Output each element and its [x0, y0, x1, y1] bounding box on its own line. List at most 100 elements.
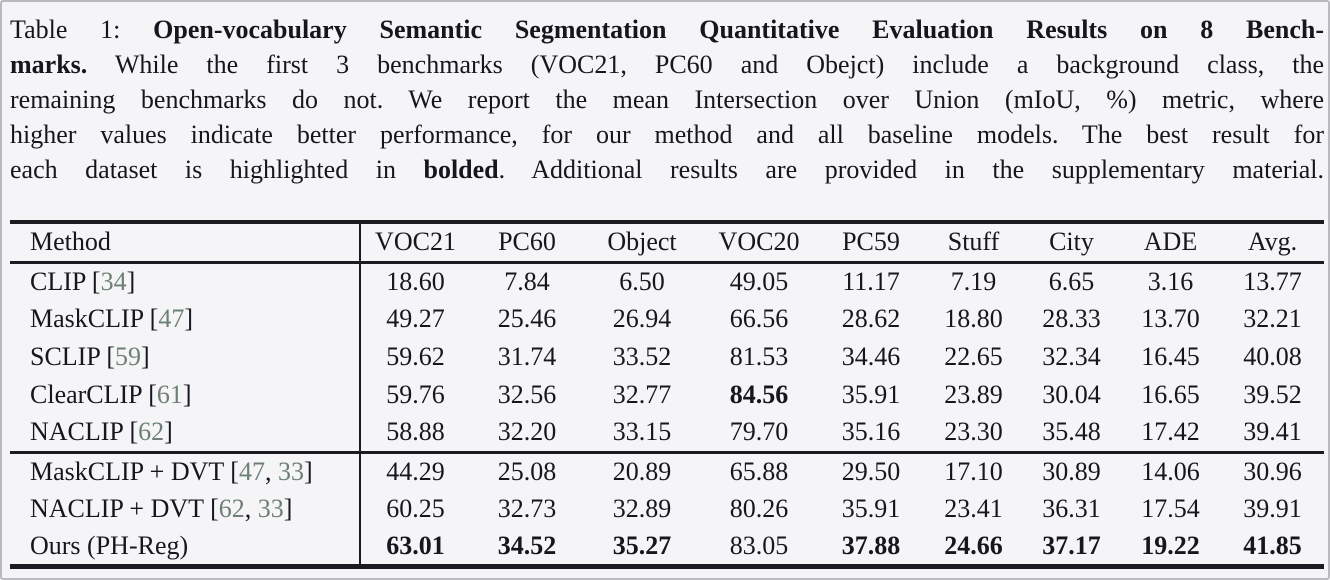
- results-table: Method VOC21 PC60 Object VOC20 PC59 Stuff City A…: [10, 220, 1324, 569]
- citation-ref: 47: [158, 304, 185, 333]
- column-header-method: Method: [10, 222, 361, 264]
- caption-text: remaining benchmarks do not. We report t…: [10, 85, 1324, 114]
- value-cell: 33.52: [612, 342, 672, 371]
- value-cell: 32.20: [497, 417, 557, 447]
- value-cell: 22.65: [944, 342, 1003, 371]
- value-cell: 37.17: [1042, 530, 1101, 560]
- value-cell: 3.16: [1147, 266, 1194, 296]
- value-cell: 35.27: [612, 530, 672, 560]
- value-cell: 28.33: [1042, 304, 1101, 333]
- table-row: Ours (PH-Reg) 63.01 34.52 35.27 83.05 37.88 24…: [10, 528, 1324, 566]
- value-cell: 31.74: [497, 342, 557, 371]
- value-cell: 17.10: [924, 450, 1023, 490]
- value-cell: 83.05: [729, 530, 789, 560]
- value-cell: 49.05: [729, 266, 789, 296]
- value-cell: 23.89: [944, 380, 1003, 409]
- value-cell: 84.56: [729, 380, 789, 409]
- value-cell: 35.48: [1042, 417, 1101, 447]
- value-cell: 13.70: [1141, 304, 1200, 333]
- value-cell: 32.21: [1243, 304, 1302, 333]
- value-cell: 25.08: [470, 450, 584, 490]
- caption-line: each dataset is highlighted in bolded. A…: [10, 152, 1324, 187]
- column-header-stuff: Stuff: [924, 222, 1023, 264]
- value-cell: 17.54: [1141, 494, 1200, 523]
- caption-text: higher values indicate better performanc…: [10, 120, 1324, 149]
- table-row: MaskCLIP + DVT [47, 33] 44.29 25.08 20.89 65…: [10, 450, 1324, 490]
- caption-text-bold: bolded: [423, 155, 499, 184]
- citation-ref: 59: [115, 342, 142, 371]
- value-cell: 32.73: [497, 494, 557, 523]
- value-cell: 32.34: [1042, 342, 1101, 371]
- value-cell: 40.08: [1243, 342, 1302, 371]
- value-cell: 59.76: [386, 380, 445, 409]
- method-name: NACLIP + DVT: [30, 494, 204, 523]
- caption-text-bold: marks.: [10, 50, 88, 79]
- caption-line: higher values indicate better performanc…: [10, 117, 1324, 152]
- value-cell: 11.17: [842, 266, 900, 296]
- value-cell: 19.22: [1141, 530, 1200, 560]
- column-header-voc21: VOC21: [360, 222, 470, 264]
- value-cell: 59.62: [386, 342, 445, 371]
- table-row: CLIP [34] 18.60 7.84 6.50 49.05 11.17 7.19 6.65…: [10, 262, 1324, 300]
- table-row: MaskCLIP [47] 49.27 25.46 26.94 66.56 28.62 18…: [10, 300, 1324, 338]
- citation-ref: 62: [218, 494, 245, 523]
- method-cell: Ours (PH-Reg): [10, 528, 361, 566]
- value-cell: 6.65: [1048, 266, 1095, 296]
- citation-ref: 47: [238, 456, 265, 486]
- column-header-city: City: [1023, 222, 1120, 264]
- citation-ref: 34: [100, 266, 127, 296]
- method-name: SCLIP: [30, 342, 100, 371]
- value-cell: 14.06: [1120, 450, 1221, 490]
- table-row: SCLIP [59] 59.62 31.74 33.52 81.53 34.46 22.65…: [10, 338, 1324, 376]
- method-name: NACLIP: [30, 417, 123, 447]
- value-cell: 16.65: [1141, 380, 1200, 409]
- citation-ref: 33: [277, 456, 304, 486]
- value-cell: 79.70: [729, 417, 789, 447]
- value-cell: 34.46: [841, 342, 901, 371]
- value-cell: 29.50: [818, 450, 924, 490]
- value-cell: 30.96: [1221, 450, 1324, 490]
- table-row: NACLIP [62] 58.88 32.20 33.15 79.70 35.16 23.3…: [10, 414, 1324, 452]
- method-name: MaskCLIP + DVT: [30, 456, 224, 486]
- method-cell: CLIP [34]: [10, 262, 361, 300]
- value-cell: 37.88: [841, 530, 901, 560]
- citation-ref: 62: [138, 417, 165, 447]
- method-name: MaskCLIP: [30, 304, 144, 333]
- value-cell: 13.77: [1243, 266, 1302, 296]
- citation-ref: 33: [257, 494, 284, 523]
- method-cell: SCLIP [59]: [10, 338, 361, 376]
- caption-text: each dataset is highlighted in: [10, 155, 424, 184]
- value-cell: 7.84: [504, 266, 550, 296]
- value-cell: 60.25: [386, 494, 445, 523]
- value-cell: 39.41: [1243, 417, 1302, 447]
- value-cell: 66.56: [729, 304, 789, 333]
- method-cell: NACLIP [62]: [10, 414, 361, 452]
- value-cell: 30.04: [1042, 380, 1101, 409]
- value-cell: 63.01: [386, 530, 445, 560]
- method-cell: MaskCLIP [47]: [10, 300, 361, 338]
- column-header-avg: Avg.: [1221, 222, 1324, 264]
- value-cell: 39.91: [1243, 494, 1302, 523]
- value-cell: 18.80: [944, 304, 1003, 333]
- method-cell: MaskCLIP + DVT [47, 33]: [10, 450, 361, 490]
- column-header-object: Object: [584, 222, 700, 264]
- value-cell: 16.45: [1141, 342, 1200, 371]
- table-header: Method VOC21 PC60 Object VOC20 PC59 Stuff City A…: [10, 222, 1324, 264]
- caption-text: Table 1:: [10, 15, 154, 44]
- method-name: ClearCLIP: [30, 380, 142, 409]
- value-cell: 35.91: [841, 380, 901, 409]
- method-cell: NACLIP + DVT [62, 33]: [10, 490, 361, 528]
- value-cell: 32.77: [612, 380, 672, 409]
- value-cell: 35.91: [841, 494, 901, 523]
- citation-ref: 61: [156, 380, 183, 409]
- table-row: NACLIP + DVT [62, 33] 60.25 32.73 32.89 80.2…: [10, 490, 1324, 528]
- method-cell: ClearCLIP [61]: [10, 376, 361, 414]
- value-cell: 32.89: [612, 494, 672, 523]
- caption-text: . Additional results are provided in the…: [498, 155, 1324, 184]
- value-cell: 20.89: [584, 450, 700, 490]
- caption-line: remaining benchmarks do not. We report t…: [10, 82, 1324, 117]
- caption-line: marks. While the first 3 benchmarks (VOC…: [10, 47, 1324, 82]
- caption-text: While the first 3 benchmarks (VOC21, PC6…: [87, 50, 1324, 79]
- value-cell: 7.19: [950, 266, 997, 296]
